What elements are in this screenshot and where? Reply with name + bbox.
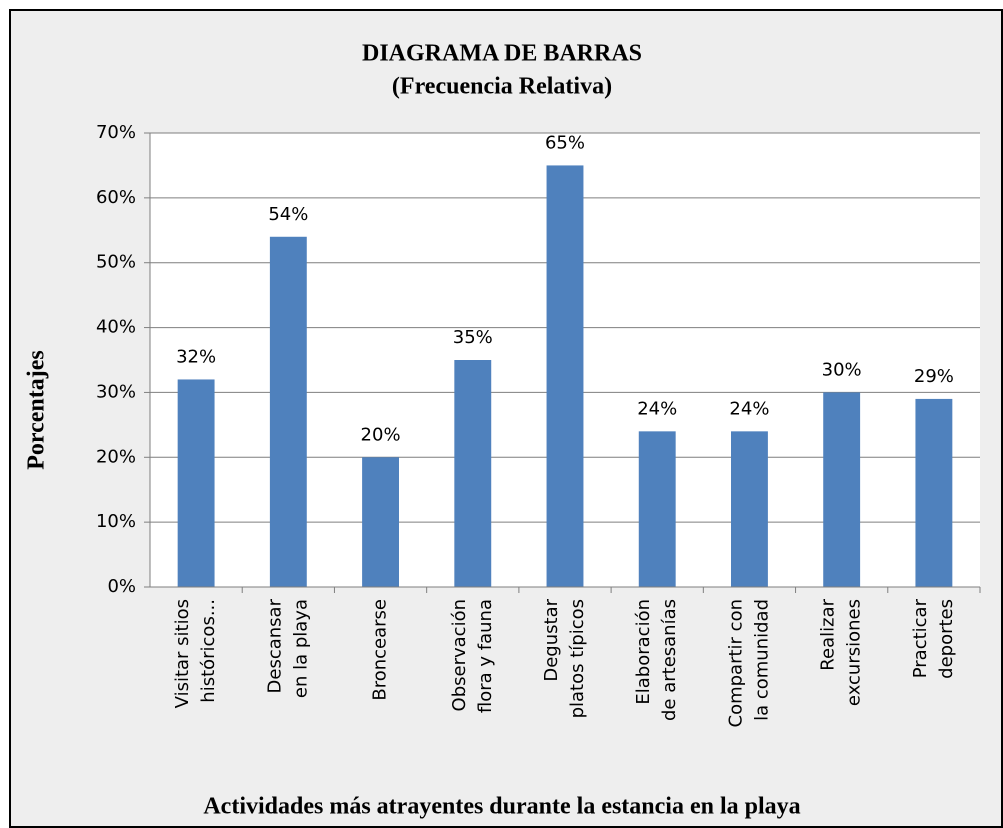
y-tick-label: 20% xyxy=(96,446,136,467)
bar xyxy=(638,431,676,587)
x-tick-label: Broncearse xyxy=(370,599,391,701)
value-label: 24% xyxy=(637,398,677,419)
bar xyxy=(454,360,492,587)
y-tick-label: 60% xyxy=(96,187,136,208)
y-tick-label: 0% xyxy=(107,576,136,597)
bar xyxy=(823,392,861,587)
x-tick-label: Degustar xyxy=(541,598,562,681)
x-tick-label: Elaboración xyxy=(633,599,654,705)
bar xyxy=(915,398,953,587)
y-tick-label: 30% xyxy=(96,381,136,402)
value-label: 54% xyxy=(268,204,308,225)
value-label: 29% xyxy=(914,366,954,387)
bar xyxy=(731,431,768,587)
value-label: 30% xyxy=(822,359,862,380)
x-tick-label: Realizar xyxy=(818,598,839,670)
bar xyxy=(546,165,584,587)
chart-title: DIAGRAMA DE BARRAS xyxy=(362,41,642,67)
x-tick-label: Compartir con xyxy=(725,599,746,727)
y-tick-label: 50% xyxy=(96,252,136,273)
y-tick-label: 10% xyxy=(96,511,136,532)
x-axis-label: Actividades más atrayentes durante la es… xyxy=(203,794,800,820)
value-label: 65% xyxy=(545,132,585,153)
x-tick-label: de artesanías xyxy=(659,599,680,721)
x-tick-label: flora y fauna xyxy=(475,599,496,713)
x-tick-label: Practicar xyxy=(910,598,931,678)
x-tick-label: la comunidad xyxy=(751,599,772,721)
value-label: 32% xyxy=(176,346,216,367)
x-tick-label: Observación xyxy=(449,599,470,711)
bar xyxy=(269,236,307,587)
x-tick-label: Descansar xyxy=(264,598,285,693)
y-axis-label: Porcentajes xyxy=(24,350,50,470)
x-tick-label: Visitar sitios xyxy=(172,599,193,708)
y-tick-label: 40% xyxy=(96,317,136,338)
bar xyxy=(177,379,215,587)
y-tick-label: 70% xyxy=(96,122,136,143)
value-label: 35% xyxy=(453,327,493,348)
x-tick-label: históricos... xyxy=(198,599,219,703)
chart-subtitle: (Frecuencia Relativa) xyxy=(392,74,612,100)
value-label: 20% xyxy=(361,424,401,445)
x-tick-label: deportes xyxy=(936,599,957,679)
bar xyxy=(362,457,399,587)
x-tick-label: platos típicos xyxy=(567,599,588,718)
value-label: 24% xyxy=(729,398,769,419)
x-tick-label: en la playa xyxy=(290,599,311,698)
x-tick-label: excursiones xyxy=(844,599,865,706)
